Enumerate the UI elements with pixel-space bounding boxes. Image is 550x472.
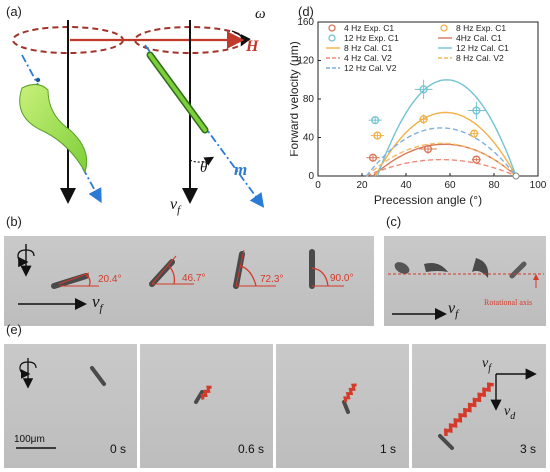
theta-label: θ xyxy=(200,160,208,176)
x-tick-label: 20 xyxy=(356,180,368,191)
time-label-2: 0.6 s xyxy=(238,442,265,456)
legend-marker xyxy=(440,24,448,32)
end-point-marker xyxy=(512,172,520,180)
data-point xyxy=(423,144,433,154)
angle-label-3: 72.3° xyxy=(260,274,284,285)
time-label-1: 0 s xyxy=(110,442,127,456)
legend-label: 4 Hz Cal. V2 xyxy=(344,53,392,63)
curve-8-hz-cal.-c1 xyxy=(374,111,517,177)
curve-8-hz-cal.-v2 xyxy=(365,142,517,177)
field-label: H xyxy=(246,38,259,55)
legend-marker xyxy=(328,34,336,42)
y-axis-label: Forward velocity (μm) xyxy=(290,41,301,157)
x-tick-label: 40 xyxy=(400,180,412,191)
vd-label-e: vd xyxy=(504,404,516,422)
panel-label-d: (d) xyxy=(298,4,314,19)
panel-e-frame-1: 100μm 0 s xyxy=(4,344,137,468)
vf-label-b: vf xyxy=(92,292,103,315)
legend-label: 4 Hz Exp. C1 xyxy=(344,23,394,33)
panel-b-image: vf 20.4° 46.7° 72.3° 90.0° xyxy=(4,236,374,326)
legend-label: 12 Hz Exp. C1 xyxy=(344,33,399,43)
moment-label: m xyxy=(234,160,248,179)
x-tick-label: 100 xyxy=(530,180,547,191)
vf-label-c: vf xyxy=(448,300,459,321)
omega-label: ω xyxy=(255,6,266,22)
panel-e-frame-3: 1 s xyxy=(276,344,409,468)
legend-label: 4Hz Cal. C1 xyxy=(456,33,502,43)
x-axis-label: Precession angle (°) xyxy=(374,193,482,207)
legend-label: 8 Hz Exp. C1 xyxy=(456,23,506,33)
y-tick-label: 0 xyxy=(308,171,314,182)
panel-label-b: (b) xyxy=(6,214,22,229)
data-point xyxy=(419,115,428,124)
panel-a-schematic xyxy=(12,20,265,208)
crescent-swimmer xyxy=(19,84,88,174)
panel-label-a: (a) xyxy=(6,4,22,19)
angle-label-1: 20.4° xyxy=(98,274,122,285)
x-tick-label: 80 xyxy=(488,180,500,191)
panel-c-image: Rotational axis vf xyxy=(384,236,546,326)
panel-e-frame-2: 0.6 s xyxy=(140,344,273,468)
legend-label: 8 Hz Cal. C1 xyxy=(344,43,392,53)
panel-label-c: (c) xyxy=(386,214,402,229)
y-tick-label: 80 xyxy=(303,94,315,105)
legend-label: 12 Hz Cal. C1 xyxy=(456,43,509,53)
vf-label-a: vf xyxy=(170,196,181,217)
vf-label-e: vf xyxy=(482,356,491,374)
curve-12-hz-cal.-v2 xyxy=(365,127,517,177)
y-tick-label: 40 xyxy=(303,133,315,144)
velocity-chart: 0 20 40 60 80 100 0 40 80 120 160 Precession angle … xyxy=(290,17,547,207)
data-point xyxy=(419,85,428,94)
swimmer-4 xyxy=(309,249,344,289)
angle-label-2: 46.7° xyxy=(182,273,206,284)
curve-4-hz-cal.-v2 xyxy=(366,158,517,177)
curve-12-hz-cal.-c1 xyxy=(376,79,517,177)
data-point xyxy=(368,153,378,162)
swimmer-3 xyxy=(233,249,276,289)
panel-label-e: (e) xyxy=(6,322,22,337)
panel-e-frame-4: vf vd 3 s xyxy=(412,344,546,468)
data-point xyxy=(472,155,481,164)
data-point xyxy=(371,116,380,125)
scale-bar-label: 100μm xyxy=(14,434,45,445)
data-point xyxy=(472,106,481,115)
x-tick-label: 60 xyxy=(444,180,456,191)
rotation-icon xyxy=(17,244,35,277)
time-label-4: 3 s xyxy=(520,442,537,456)
legend-label: 12 Hz Cal. V2 xyxy=(344,63,397,73)
y-tick-label: 160 xyxy=(297,17,314,28)
y-tick-label: 120 xyxy=(297,56,314,67)
data-point xyxy=(470,129,479,138)
legend-label: 8 Hz Cal. V2 xyxy=(456,53,504,63)
time-label-3: 1 s xyxy=(380,442,397,456)
rotation-icon-e xyxy=(19,358,37,389)
angle-label-4: 90.0° xyxy=(330,273,354,284)
x-tick-label: 0 xyxy=(315,180,321,191)
data-point xyxy=(373,131,382,140)
swimmer-1 xyxy=(51,272,99,289)
swimmer-2 xyxy=(149,255,194,287)
legend-marker xyxy=(328,24,336,32)
rotational-axis-label: Rotational axis xyxy=(484,298,533,307)
